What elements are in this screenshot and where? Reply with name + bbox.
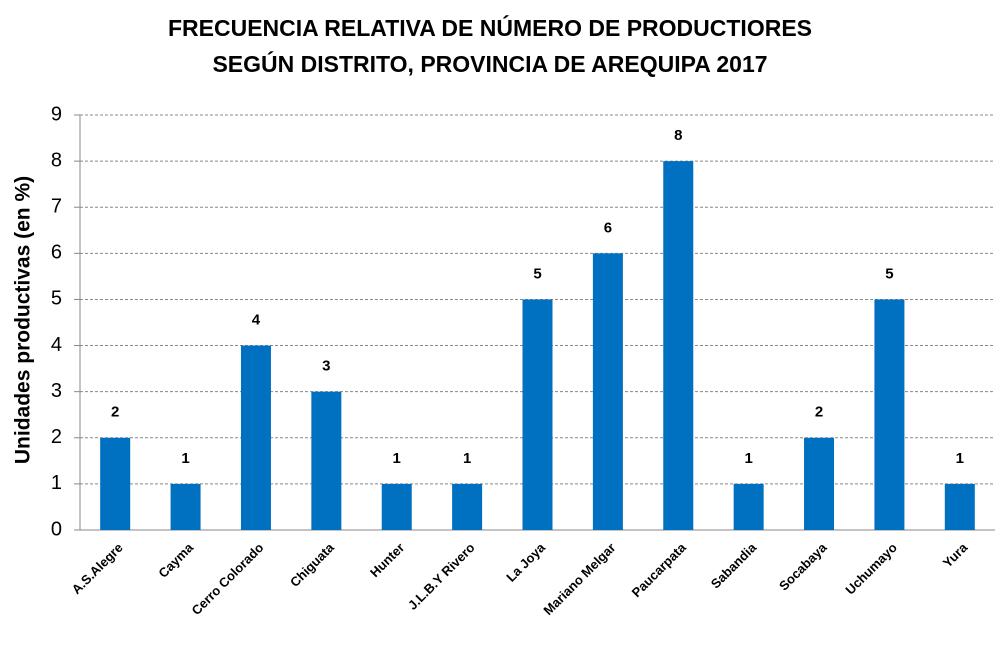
data-label: 2 — [815, 404, 823, 421]
x-tick-label: La Joya — [503, 539, 548, 584]
data-label: 6 — [604, 219, 612, 236]
y-axis-label: Unidades productivas (en %) — [12, 176, 35, 464]
x-tick-label: Socabaya — [776, 539, 830, 593]
bar — [522, 299, 553, 530]
bar — [240, 345, 271, 530]
bar — [944, 483, 975, 530]
data-label: 1 — [956, 450, 964, 467]
data-label: 5 — [533, 265, 541, 282]
y-tick-label: 0 — [51, 518, 62, 540]
bar — [663, 161, 694, 530]
x-tick-label: Paucarpata — [629, 539, 690, 600]
bar — [804, 437, 835, 530]
bar — [100, 437, 131, 530]
bar — [874, 299, 905, 530]
x-tick-label: Uchumayo — [842, 540, 900, 598]
data-label: 5 — [885, 265, 893, 282]
y-tick-label: 2 — [51, 426, 62, 448]
data-label: 1 — [463, 450, 471, 467]
x-tick-label: J.L.B.Y Rivero — [405, 540, 478, 613]
data-label: 1 — [744, 450, 752, 467]
bar — [452, 483, 483, 530]
x-tick-label: Chiguata — [287, 539, 337, 589]
y-tick-label: 5 — [51, 288, 62, 310]
y-tick-label: 1 — [51, 472, 62, 494]
data-label: 4 — [252, 312, 261, 329]
x-tick-label: Sabandia — [708, 539, 760, 591]
y-tick-label: 6 — [51, 242, 62, 264]
bar — [381, 483, 412, 530]
y-tick-label: 9 — [51, 103, 62, 125]
data-label: 1 — [393, 450, 401, 467]
data-label: 2 — [111, 404, 119, 421]
bar — [733, 483, 764, 530]
x-tick-label: Yura — [940, 539, 971, 570]
data-label: 3 — [322, 358, 330, 375]
x-tick-label: Cerro Colorado — [188, 540, 266, 618]
y-tick-label: 8 — [51, 149, 62, 171]
bar — [311, 391, 342, 530]
data-label: 1 — [181, 450, 189, 467]
data-label: 8 — [674, 127, 682, 144]
x-tick-label: Mariano Melgar — [540, 540, 618, 618]
y-tick-label: 7 — [51, 196, 62, 218]
chart-title: SEGÚN DISTRITO, PROVINCIA DE AREQUIPA 20… — [212, 50, 767, 77]
y-tick-label: 4 — [51, 334, 62, 356]
x-tick-label: Hunter — [367, 540, 407, 580]
chart-title: FRECUENCIA RELATIVA DE NÚMERO DE PRODUCT… — [168, 14, 812, 41]
x-tick-label: Cayma — [155, 539, 196, 580]
x-tick-label: A.S.Alegre — [69, 540, 126, 597]
y-tick-label: 3 — [51, 380, 62, 402]
bar — [592, 253, 623, 531]
bar — [170, 483, 201, 530]
